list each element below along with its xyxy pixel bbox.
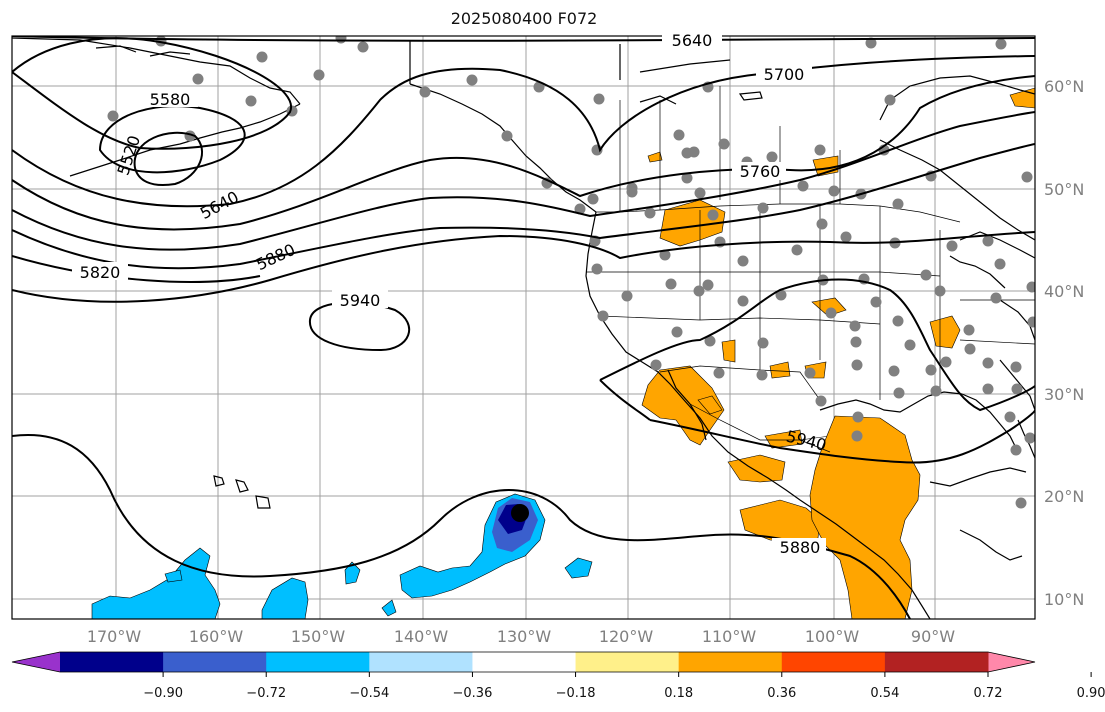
colorbar-tick-label: −0.90 xyxy=(143,686,183,701)
colorbar-segment xyxy=(575,652,680,672)
lon-label: 170°W xyxy=(87,627,142,646)
colorbar-segment xyxy=(472,652,577,672)
lat-label: 60°N xyxy=(1044,77,1084,96)
map-area xyxy=(12,36,1035,619)
colorbar-segment xyxy=(369,652,473,672)
lon-label: 140°W xyxy=(394,627,449,646)
contour-label: 5820 xyxy=(80,263,121,282)
colorbar-outline xyxy=(11,651,1036,673)
colorbar-segment xyxy=(678,652,783,672)
lon-label: 160°W xyxy=(189,627,244,646)
lat-label: 10°N xyxy=(1044,590,1084,609)
lon-label: 90°W xyxy=(911,627,955,646)
colorbar-tick-label: 0.18 xyxy=(664,686,693,701)
lon-label: 110°W xyxy=(702,627,757,646)
lat-label: 30°N xyxy=(1044,385,1084,404)
lon-label: 100°W xyxy=(805,627,860,646)
colorbar-tick-label: −0.54 xyxy=(349,686,389,701)
colorbar-segment xyxy=(266,652,370,672)
contour-label: 5580 xyxy=(150,90,191,109)
contour-label: 5640 xyxy=(672,31,713,50)
lat-label: 20°N xyxy=(1044,487,1084,506)
colorbar-extend-high xyxy=(988,652,1035,672)
map-frame xyxy=(11,35,1036,620)
contour-label: 5880 xyxy=(253,240,298,274)
colorbar-segment xyxy=(163,652,267,672)
map-title: 2025080400 F072 xyxy=(450,9,598,28)
colorbar-segment xyxy=(884,652,989,672)
latitude-labels: 60°N 50°N 40°N 30°N 20°N 10°N xyxy=(1044,77,1084,609)
colorbar-extend-low xyxy=(12,652,60,672)
contour-label: 5640 xyxy=(197,187,242,223)
colorbar-tick-label: −0.72 xyxy=(246,686,286,701)
colorbar-tick-label: 0.54 xyxy=(870,686,899,701)
colorbar-tick-label: 0.90 xyxy=(1077,686,1105,701)
colorbar-tick-label: 0.72 xyxy=(974,686,1003,701)
colorbar-tick-label: 0.36 xyxy=(767,686,796,701)
colorbar-segment xyxy=(781,652,886,672)
colorbar-tick-label: −0.36 xyxy=(453,686,493,701)
lon-label: 150°W xyxy=(291,627,346,646)
lon-label: 120°W xyxy=(599,627,654,646)
contour-label: 5700 xyxy=(764,65,805,84)
colorbar-segment xyxy=(60,652,164,672)
contour-label: 5940 xyxy=(340,291,381,310)
lat-label: 40°N xyxy=(1044,282,1084,301)
contour-labels: 5640 5700 5580 5520 5760 5640 5820 5880 … xyxy=(72,30,828,557)
lat-label: 50°N xyxy=(1044,180,1084,199)
colorbar-tick-label: −0.18 xyxy=(556,686,596,701)
lon-label: 130°W xyxy=(497,627,552,646)
colorbar: −0.90 −0.72 −0.54 −0.36 −0.18 0.18 0.36 0.54 0.7… xyxy=(11,651,1105,701)
contour-label: 5760 xyxy=(740,162,781,181)
contour-label: 5880 xyxy=(780,538,821,557)
negative-anomaly-shading xyxy=(91,493,593,619)
cyclone-center-marker xyxy=(511,504,529,522)
longitude-labels: 170°W 160°W 150°W 140°W 130°W 120°W 110°… xyxy=(87,627,955,646)
